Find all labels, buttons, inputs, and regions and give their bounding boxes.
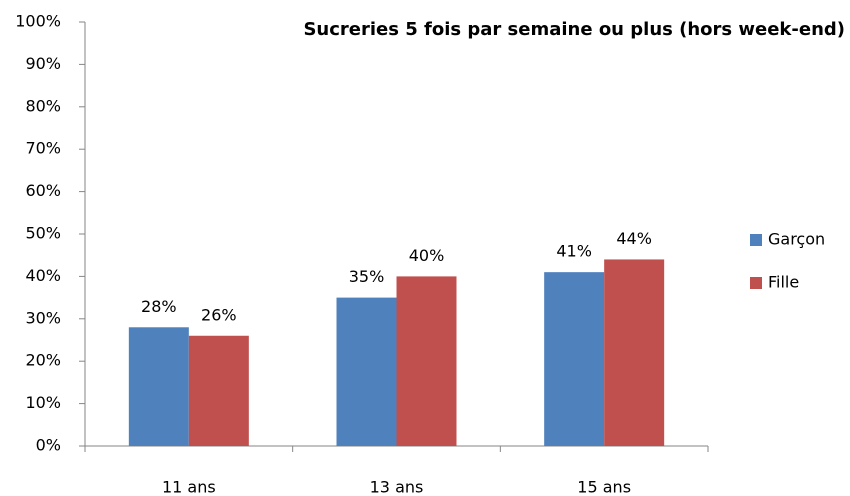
x-tick-label: 11 ans [162, 478, 216, 496]
y-tick-label: 100% [15, 12, 61, 31]
bar [128, 327, 189, 446]
x-tick-label: 15 ans [577, 478, 631, 496]
data-label: 35% [349, 267, 385, 286]
data-label: 40% [409, 246, 445, 265]
legend-label: Garçon [768, 230, 825, 249]
bar [336, 297, 397, 446]
y-tick-label: 10% [25, 393, 61, 412]
bar [188, 335, 249, 446]
y-tick-label: 90% [25, 54, 61, 73]
bar [544, 272, 605, 446]
bar [604, 259, 665, 446]
y-tick-label: 40% [25, 266, 61, 285]
y-tick-label: 60% [25, 181, 61, 200]
y-tick-label: 20% [25, 351, 61, 370]
y-tick-label: 80% [25, 96, 61, 115]
chart-title: Sucreries 5 fois par semaine ou plus (ho… [303, 19, 845, 40]
y-tick-label: 50% [25, 224, 61, 243]
y-tick-label: 0% [36, 436, 61, 455]
y-tick-label: 70% [25, 139, 61, 158]
legend-label: Fille [768, 273, 799, 292]
y-tick-label: 30% [25, 308, 61, 327]
data-label: 26% [201, 305, 237, 324]
data-label: 44% [616, 229, 652, 248]
data-label: 28% [141, 297, 177, 316]
x-tick-label: 13 ans [370, 478, 424, 496]
legend-swatch [750, 234, 762, 246]
data-label: 41% [556, 242, 592, 261]
legend-swatch [750, 277, 762, 289]
bar [396, 276, 457, 446]
